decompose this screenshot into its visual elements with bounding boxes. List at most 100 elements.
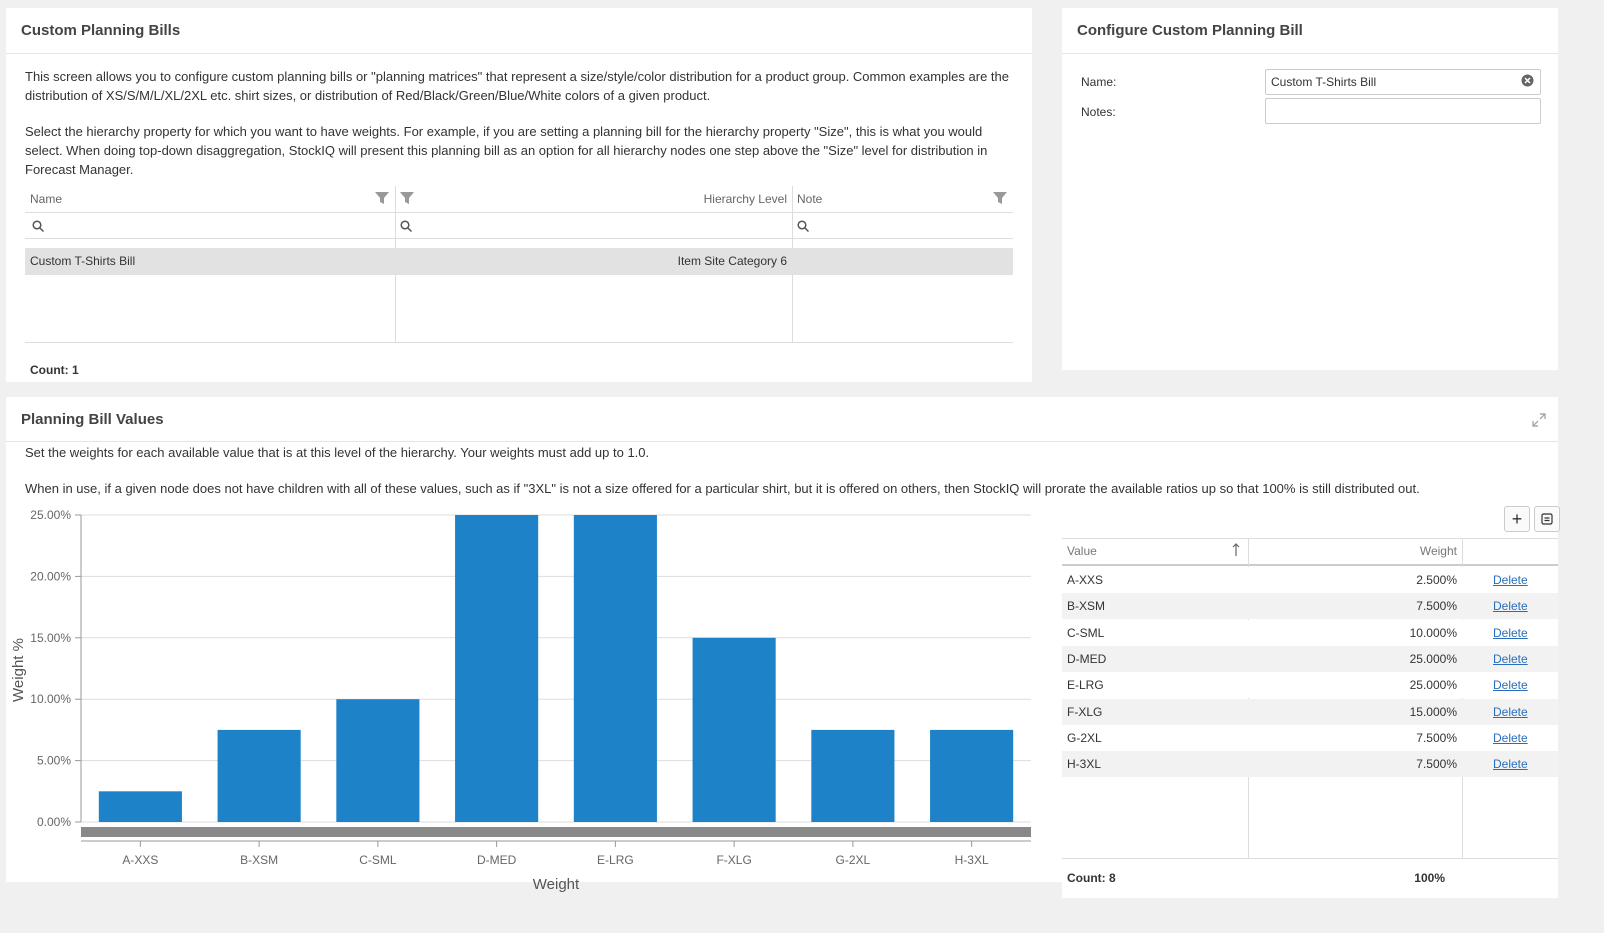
divider bbox=[1062, 564, 1558, 566]
delete-link[interactable]: Delete bbox=[1493, 573, 1528, 587]
delete-link[interactable]: Delete bbox=[1493, 599, 1528, 614]
bar-d-med[interactable] bbox=[455, 515, 539, 822]
table-row[interactable]: Custom T-Shirts Bill Item Site Category … bbox=[25, 248, 1013, 275]
bar-h-3xl[interactable] bbox=[930, 729, 1014, 822]
divider bbox=[1062, 858, 1558, 859]
bar-a-xxs[interactable] bbox=[98, 791, 182, 822]
cell-note bbox=[793, 248, 803, 275]
divider bbox=[25, 212, 1013, 213]
cell-value: A-XXS bbox=[1067, 573, 1104, 587]
filter-icon[interactable] bbox=[993, 192, 1007, 204]
sort-ascending-icon[interactable] bbox=[1232, 543, 1240, 557]
configure-planning-bill-panel: Configure Custom Planning Bill Name: Cus… bbox=[1062, 8, 1558, 370]
cell-weight[interactable]: 15.000% bbox=[1409, 704, 1457, 719]
table-row[interactable]: H-3XL 7.500% Delete bbox=[1062, 751, 1558, 778]
filter-icon[interactable] bbox=[400, 192, 414, 204]
panel-title: Planning Bill Values bbox=[6, 397, 1558, 442]
export-button[interactable] bbox=[1534, 506, 1560, 532]
row-count: Count: 8 bbox=[1067, 871, 1116, 885]
divider bbox=[25, 342, 1013, 343]
filter-icon[interactable] bbox=[375, 192, 389, 204]
cell-weight[interactable]: 7.500% bbox=[1416, 599, 1457, 614]
delete-link[interactable]: Delete bbox=[1493, 704, 1528, 719]
description-paragraph: Select the hierarchy property for which … bbox=[25, 124, 988, 177]
y-tick-label: 0.00% bbox=[37, 815, 71, 829]
x-tick-label: H-3XL bbox=[955, 853, 989, 867]
y-tick-label: 20.00% bbox=[30, 569, 71, 583]
cell-weight[interactable]: 25.000% bbox=[1409, 678, 1457, 693]
values-description: Set the weights for each available value… bbox=[25, 443, 1525, 515]
cell-weight[interactable]: 7.500% bbox=[1416, 757, 1457, 772]
table-row[interactable]: G-2XL 7.500% Delete bbox=[1062, 724, 1558, 751]
description-paragraph: Set the weights for each available value… bbox=[25, 445, 650, 460]
cell-name: Custom T-Shirts Bill bbox=[30, 254, 136, 268]
cell-weight[interactable]: 25.000% bbox=[1409, 651, 1457, 666]
description-paragraph: This screen allows you to configure cust… bbox=[25, 69, 1009, 103]
cell-value: E-LRG bbox=[1067, 678, 1104, 693]
notes-label: Notes: bbox=[1081, 105, 1116, 119]
name-field[interactable]: Custom T-Shirts Bill bbox=[1265, 69, 1541, 95]
cell-value: F-XLG bbox=[1067, 704, 1103, 719]
y-axis-label: Weight % bbox=[10, 638, 27, 702]
delete-link[interactable]: Delete bbox=[1493, 730, 1528, 745]
search-icon[interactable] bbox=[32, 220, 44, 232]
cell-weight[interactable]: 7.500% bbox=[1416, 730, 1457, 745]
x-axis-label: Weight bbox=[533, 876, 580, 893]
cell-value: H-3XL bbox=[1067, 757, 1102, 772]
panel-title: Configure Custom Planning Bill bbox=[1062, 8, 1558, 54]
chart-scrollbar[interactable] bbox=[81, 827, 1031, 837]
delete-link[interactable]: Delete bbox=[1493, 757, 1528, 772]
column-header-hierarchy-level[interactable]: Hierarchy Level bbox=[703, 192, 787, 206]
panel-title: Custom Planning Bills bbox=[6, 8, 1032, 54]
expand-icon[interactable] bbox=[1532, 413, 1546, 427]
cell-weight[interactable]: 10.000% bbox=[1409, 625, 1457, 640]
notes-field[interactable] bbox=[1265, 98, 1541, 124]
table-row[interactable]: A-XXS 2.500% Delete bbox=[1062, 567, 1558, 593]
divider bbox=[25, 238, 1013, 239]
export-icon bbox=[1541, 513, 1553, 525]
planning-values-grid: + Value Weight A-XXS 2.500% Delete B-XSM 7.5… bbox=[1062, 505, 1560, 898]
bar-e-lrg[interactable] bbox=[573, 515, 657, 822]
cell-value: G-2XL bbox=[1067, 730, 1102, 745]
cell-value: C-SML bbox=[1067, 625, 1105, 640]
y-tick-label: 10.00% bbox=[30, 692, 71, 706]
bar-g-2xl[interactable] bbox=[811, 729, 895, 822]
custom-planning-bills-panel: Custom Planning Bills This screen allows… bbox=[6, 8, 1032, 382]
x-tick-label: B-XSM bbox=[240, 853, 278, 867]
planning-bills-grid: Name Hierarchy Level Note Custom T-Shirt… bbox=[25, 186, 1013, 382]
x-tick-label: E-LRG bbox=[597, 853, 634, 867]
bills-description: This screen allows you to configure cust… bbox=[6, 54, 1032, 179]
table-row[interactable]: C-SML 10.000% Delete bbox=[1062, 619, 1558, 646]
y-tick-label: 5.00% bbox=[37, 754, 71, 768]
x-tick-label: C-SML bbox=[359, 853, 397, 867]
table-row[interactable]: E-LRG 25.000% Delete bbox=[1062, 672, 1558, 699]
delete-link[interactable]: Delete bbox=[1493, 625, 1528, 640]
y-tick-label: 25.00% bbox=[30, 508, 71, 522]
column-header-value[interactable]: Value bbox=[1067, 544, 1097, 558]
bar-c-sml[interactable] bbox=[336, 699, 420, 822]
name-label: Name: bbox=[1081, 75, 1117, 89]
cell-value: D-MED bbox=[1067, 651, 1107, 666]
cell-value: B-XSM bbox=[1067, 599, 1106, 614]
bar-f-xlg[interactable] bbox=[692, 637, 776, 822]
table-row[interactable]: D-MED 25.000% Delete bbox=[1062, 645, 1558, 672]
add-value-button[interactable]: + bbox=[1504, 506, 1530, 532]
delete-link[interactable]: Delete bbox=[1493, 678, 1528, 693]
column-header-note[interactable]: Note bbox=[797, 192, 823, 206]
column-header-name[interactable]: Name bbox=[30, 192, 63, 206]
divider bbox=[1062, 538, 1558, 539]
bar-b-xsm[interactable] bbox=[217, 729, 301, 822]
search-icon[interactable] bbox=[400, 220, 412, 232]
table-row[interactable]: F-XLG 15.000% Delete bbox=[1062, 698, 1558, 725]
weight-total: 100% bbox=[1414, 871, 1445, 885]
cell-hierarchy-level: Item Site Category 6 bbox=[677, 254, 787, 268]
table-row[interactable]: B-XSM 7.500% Delete bbox=[1062, 593, 1558, 620]
cell-weight[interactable]: 2.500% bbox=[1416, 573, 1457, 587]
search-icon[interactable] bbox=[797, 220, 809, 232]
clear-icon[interactable] bbox=[1521, 74, 1534, 87]
row-count: Count: 1 bbox=[30, 363, 79, 377]
weight-bar-chart: 0.00% 5.00% 10.00% 15.00% 20.00% 25.00% A-XXS B… bbox=[10, 508, 1031, 893]
x-tick-label: A-XXS bbox=[122, 853, 158, 867]
delete-link[interactable]: Delete bbox=[1493, 651, 1528, 666]
column-header-weight[interactable]: Weight bbox=[1419, 544, 1457, 558]
